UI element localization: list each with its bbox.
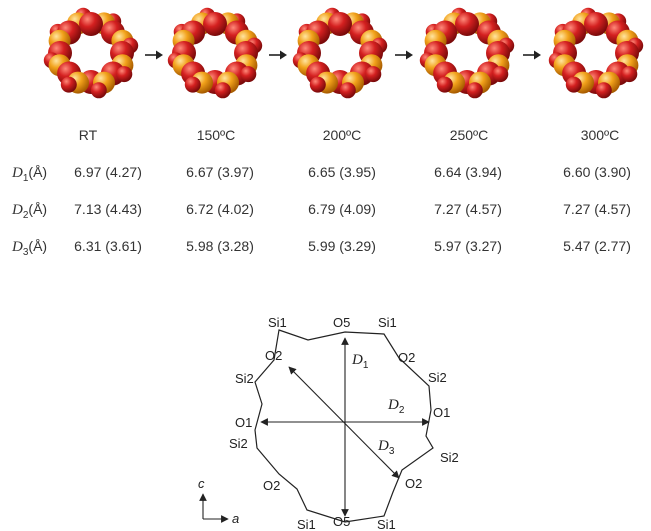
column-header: RT bbox=[78, 127, 98, 143]
atom-label: Si1 bbox=[297, 517, 316, 531]
atom-sphere bbox=[621, 66, 638, 83]
column-header: 150ºC bbox=[196, 127, 236, 143]
atom-label: O2 bbox=[405, 476, 422, 491]
atom-sphere bbox=[203, 12, 227, 36]
atom-sphere bbox=[309, 76, 326, 93]
atom-label: O2 bbox=[398, 350, 415, 365]
atom-label: Si1 bbox=[268, 315, 287, 330]
atom-label: O1 bbox=[433, 405, 450, 420]
table-cell: 6.72 (4.02) bbox=[186, 201, 254, 217]
axis-a-label: a bbox=[232, 511, 239, 526]
table-cell: 6.97 (4.27) bbox=[74, 164, 142, 180]
atom-sphere bbox=[116, 66, 133, 83]
atom-label: O2 bbox=[263, 478, 280, 493]
atom-sphere bbox=[184, 76, 201, 93]
d2-label: D2 bbox=[387, 397, 405, 416]
ring-structures bbox=[43, 7, 644, 99]
table-cell: 5.98 (3.28) bbox=[186, 238, 254, 254]
atom-sphere bbox=[339, 82, 356, 99]
axis-c-label: c bbox=[198, 476, 205, 491]
table-cell: 5.47 (2.77) bbox=[563, 238, 631, 254]
column-header: 250ºC bbox=[449, 127, 489, 143]
ring-outline bbox=[254, 329, 434, 523]
table-cell: 7.27 (4.57) bbox=[563, 201, 631, 217]
row-label-d2: D2(Å) bbox=[12, 201, 48, 221]
row-label-d1: D1(Å) bbox=[12, 164, 48, 184]
atom-sphere bbox=[365, 66, 382, 83]
table-cell: 6.31 (3.61) bbox=[74, 238, 142, 254]
table-cell: 6.67 (3.97) bbox=[186, 164, 254, 180]
table-cell: 5.97 (3.27) bbox=[434, 238, 502, 254]
ring-diagram: Si1 O5 Si1 O2 O2 Si2 Si2 O1 O1 Si2 Si2 O… bbox=[198, 315, 459, 531]
atom-label: Si1 bbox=[377, 517, 396, 531]
atom-sphere bbox=[595, 82, 612, 99]
distance-table: RT 150ºC 200ºC 250ºC 300ºC D1(Å) 6.97 (4… bbox=[12, 127, 631, 258]
atom-sphere bbox=[436, 76, 453, 93]
atom-sphere bbox=[240, 66, 257, 83]
atom-label: O2 bbox=[265, 348, 282, 363]
ring-structure bbox=[43, 7, 139, 99]
atom-sphere bbox=[466, 82, 483, 99]
arrow-icon bbox=[395, 50, 413, 60]
arrow-icon bbox=[523, 50, 541, 60]
atom-label: O5 bbox=[333, 514, 350, 529]
table-cell: 7.27 (4.57) bbox=[434, 201, 502, 217]
table-cell: 6.60 (3.90) bbox=[563, 164, 631, 180]
table-cell: 6.79 (4.09) bbox=[308, 201, 376, 217]
table-cell: 6.65 (3.95) bbox=[308, 164, 376, 180]
atom-sphere bbox=[584, 12, 608, 36]
axis-indicator: c a bbox=[198, 476, 239, 526]
atom-sphere bbox=[328, 12, 352, 36]
table-cell: 6.64 (3.94) bbox=[434, 164, 502, 180]
atom-sphere bbox=[455, 12, 479, 36]
atom-label: O5 bbox=[333, 315, 350, 330]
atom-sphere bbox=[60, 76, 77, 93]
row-label-d3: D3(Å) bbox=[12, 238, 48, 258]
column-header: 300ºC bbox=[580, 127, 620, 143]
atom-sphere bbox=[90, 82, 107, 99]
ring-structure bbox=[167, 7, 263, 99]
atom-label: Si2 bbox=[235, 371, 254, 386]
d3-label: D3 bbox=[377, 438, 395, 457]
atom-label: Si2 bbox=[428, 370, 447, 385]
atom-sphere bbox=[565, 76, 582, 93]
ring-structure bbox=[292, 7, 388, 99]
arrow-icon bbox=[269, 50, 287, 60]
table-cell: 7.13 (4.43) bbox=[74, 201, 142, 217]
atom-label: Si2 bbox=[229, 436, 248, 451]
atom-label: Si2 bbox=[440, 450, 459, 465]
arrow-icon bbox=[145, 50, 163, 60]
column-header: 200ºC bbox=[322, 127, 362, 143]
ring-structure bbox=[548, 7, 644, 99]
d3-arrow bbox=[288, 366, 400, 479]
table-cell: 5.99 (3.29) bbox=[308, 238, 376, 254]
ring-structure bbox=[419, 7, 515, 99]
atom-sphere bbox=[492, 66, 509, 83]
atom-sphere bbox=[214, 82, 231, 99]
atom-label: Si1 bbox=[378, 315, 397, 330]
atom-label: O1 bbox=[235, 415, 252, 430]
atom-sphere bbox=[79, 12, 103, 36]
d1-label: D1 bbox=[351, 352, 369, 371]
